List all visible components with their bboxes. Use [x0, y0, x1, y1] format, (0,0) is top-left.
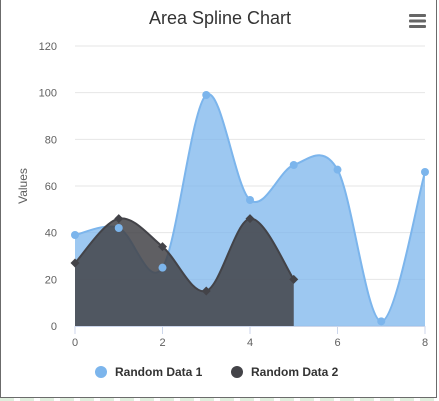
series-random-data-2-line: [74, 217, 295, 293]
series-random-data-1-point[interactable]: [114, 224, 123, 232]
legend-symbol: [231, 366, 243, 378]
legend-label: Random Data 1: [115, 365, 203, 379]
series-random-data-1-point[interactable]: [421, 168, 429, 176]
legend-item-random-data-1[interactable]: Random Data 1: [95, 365, 203, 379]
data-markers: [70, 91, 429, 326]
x-tick-label: 4: [247, 337, 253, 349]
legend-symbol: [95, 366, 107, 378]
y-axis-title: Values: [16, 168, 30, 204]
legend-item-random-data-2[interactable]: Random Data 2: [231, 365, 339, 379]
y-tick-label: 120: [39, 41, 57, 53]
page-bottom-edge: [0, 398, 439, 401]
legend-label: Random Data 2: [251, 365, 339, 379]
hamburger-menu-icon: [409, 14, 426, 28]
y-tick-label: 0: [51, 321, 57, 333]
series-random-data-2-point[interactable]: [201, 286, 211, 296]
series-random-data-1-point[interactable]: [158, 263, 167, 272]
series-random-data-2-point[interactable]: [114, 214, 124, 224]
series-random-data-1-point[interactable]: [71, 231, 79, 239]
legend: Random Data 1 Random Data 2: [95, 365, 339, 379]
series-random-data-1-point[interactable]: [333, 165, 342, 174]
series-random-data-1-point[interactable]: [246, 196, 254, 204]
y-axis: 0 20 40 60 80 100 120: [39, 41, 57, 333]
series-random-data-1-point[interactable]: [202, 91, 211, 99]
series-random-data-2-point[interactable]: [289, 274, 299, 284]
x-tick-label: 2: [159, 337, 165, 349]
series-random-data-1-point[interactable]: [377, 317, 386, 326]
x-axis: 0 2 4 6 8: [72, 326, 428, 349]
x-tick-label: 0: [72, 337, 78, 349]
y-tick-label: 80: [45, 134, 57, 146]
y-tick-label: 60: [45, 181, 57, 193]
series-random-data-2-area[interactable]: [75, 218, 294, 326]
series-random-data-2-point[interactable]: [70, 258, 80, 268]
y-tick-label: 40: [45, 228, 57, 240]
plot-areas: [74, 93, 426, 326]
export-menu-button[interactable]: [406, 10, 430, 32]
series-random-data-2-point[interactable]: [158, 242, 167, 252]
x-tick-label: 8: [422, 337, 428, 349]
chart-title: Area Spline Chart: [149, 8, 291, 28]
series-random-data-2-point[interactable]: [245, 214, 255, 224]
series-random-data-1-point[interactable]: [289, 161, 298, 169]
x-tick-label: 6: [334, 337, 340, 349]
y-tick-label: 20: [45, 274, 57, 286]
y-tick-label: 100: [39, 88, 57, 100]
